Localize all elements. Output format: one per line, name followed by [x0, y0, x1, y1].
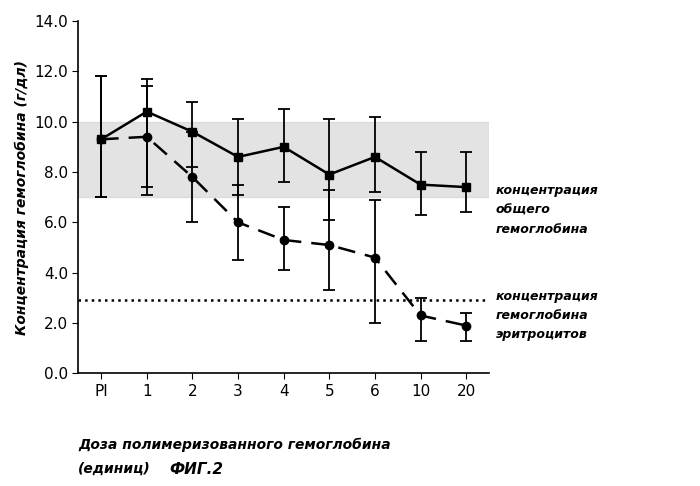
Text: концентрация: концентрация	[496, 290, 598, 303]
Bar	[78, 122, 489, 197]
Text: гемоглобина: гемоглобина	[496, 223, 589, 236]
Text: Доза полимеризованного гемоглобина: Доза полимеризованного гемоглобина	[78, 437, 391, 451]
Text: концентрация: концентрация	[496, 184, 598, 197]
Y-axis label: Концентрация гемоглобина (г/дл): Концентрация гемоглобина (г/дл)	[14, 60, 29, 335]
Text: гемоглобина: гемоглобина	[496, 309, 589, 322]
Text: (единиц): (единиц)	[78, 462, 151, 476]
Text: ФИГ.2: ФИГ.2	[169, 462, 223, 477]
Text: общего: общего	[496, 203, 551, 216]
Text: эритроцитов: эритроцитов	[496, 329, 588, 342]
